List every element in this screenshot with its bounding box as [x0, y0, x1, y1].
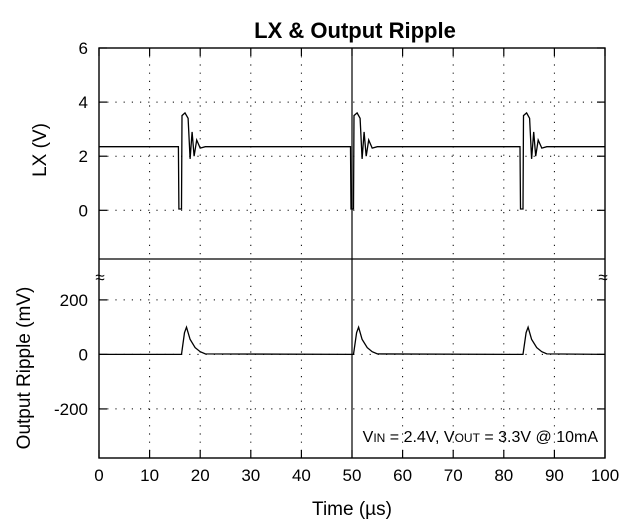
- ripple-trace: [99, 325, 606, 356]
- x-axis-label: Time (µs): [312, 499, 392, 520]
- x-tick-label-2: 20: [191, 466, 210, 485]
- x-tick-label-8: 80: [494, 466, 513, 485]
- y-tick-label-0-1: 4: [79, 93, 88, 112]
- top-y-ticks: 6 4 2 0: [79, 39, 605, 220]
- vout-subscript: OUT: [455, 431, 481, 445]
- y-tick-label-1-0: 200: [60, 291, 88, 310]
- bottom-y-axis-label: Output Ripple (mV): [14, 287, 35, 450]
- x-tick-label-1: 10: [140, 466, 159, 485]
- lx-trace: [99, 111, 605, 210]
- bottom-y-ticks: 200 0 -200: [54, 291, 605, 419]
- x-tick-label-4: 40: [292, 466, 311, 485]
- vin-value: = 2.4V, V: [385, 429, 455, 446]
- x-tick-label-10: 100: [591, 466, 619, 485]
- x-tick-label-9: 90: [545, 466, 564, 485]
- x-tick-label-3: 30: [241, 466, 260, 485]
- y-tick-label-1-1: 0: [79, 345, 88, 364]
- x-tick-label-6: 60: [393, 466, 412, 485]
- chart-title: LX & Output Ripple: [254, 18, 456, 43]
- vin-subscript: IN: [373, 431, 385, 445]
- axis-break-left: ≈: [95, 268, 104, 287]
- vin-label: V: [363, 429, 374, 446]
- x-tick-label-7: 70: [444, 466, 463, 485]
- y-tick-label-0-0: 6: [79, 39, 88, 58]
- conditions-annotation: VIN = 2.4V, VOUT = 3.3V @ 10mA: [363, 429, 599, 446]
- x-tick-label-0: 0: [94, 466, 103, 485]
- y-tick-label-1-2: -200: [54, 400, 88, 419]
- x-tick-label-5: 50: [343, 466, 362, 485]
- y-tick-label-0-2: 2: [79, 147, 88, 166]
- top-y-axis-label: LX (V): [30, 123, 51, 177]
- vout-value: = 3.3V @ 10mA: [480, 429, 598, 446]
- axis-break-right: ≈: [598, 268, 607, 287]
- y-tick-label-0-3: 0: [79, 201, 88, 220]
- x-ticks: 0 10 20 30 40 50 60 70 80 90 100: [94, 48, 619, 485]
